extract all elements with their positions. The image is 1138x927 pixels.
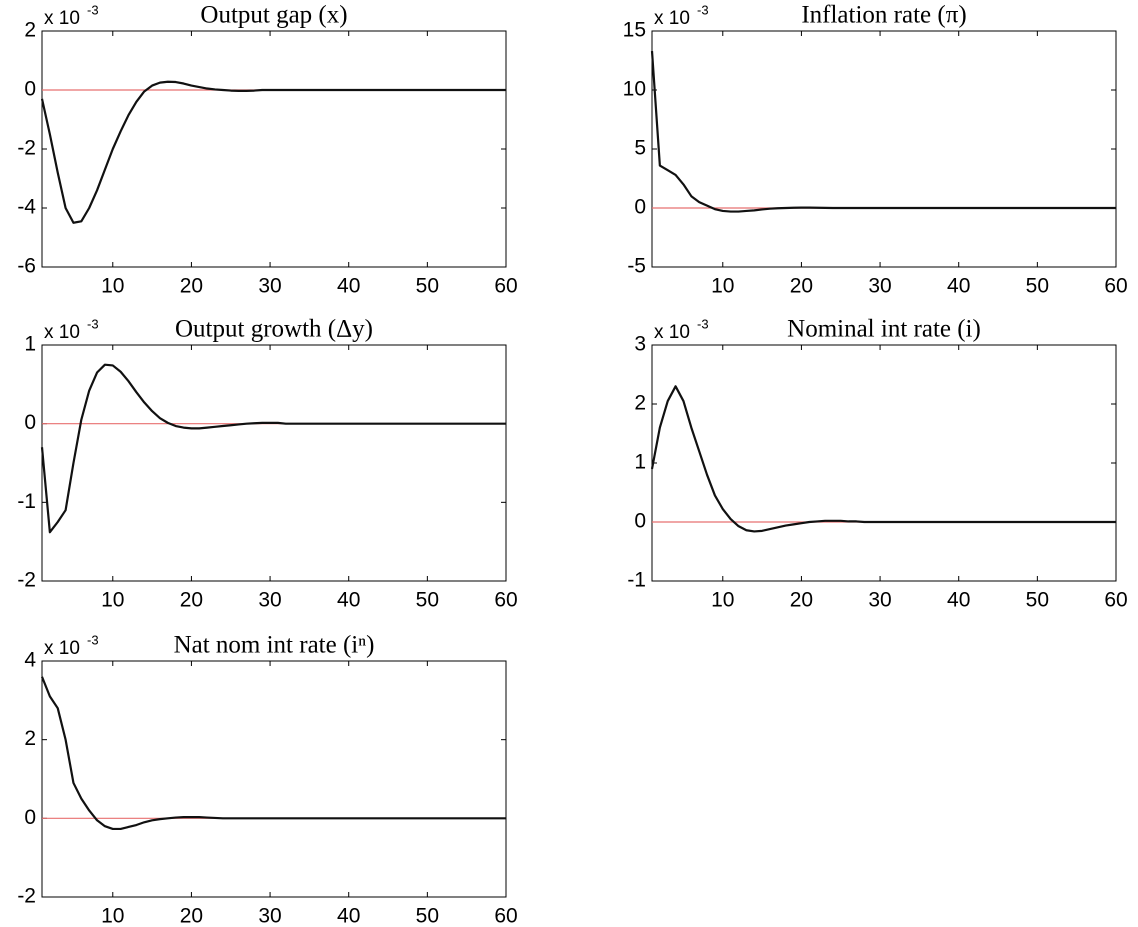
x-tick-label: 60	[494, 905, 517, 927]
x-tick-label: 20	[180, 275, 203, 298]
subplot: -1 0 1 2 3 10 20 30 40 50 60 x 10 -3 Nominal int rate…	[627, 316, 1127, 612]
y-tick-label: 1	[634, 451, 646, 474]
x-tick-label: 40	[337, 905, 360, 927]
x-tick-label: 50	[416, 905, 439, 927]
subplot-title: Nat nom int rate (iⁿ)	[174, 632, 375, 659]
x-tick-label: 40	[947, 589, 970, 612]
x-tick-label: 20	[180, 905, 203, 927]
x-tick-label: 10	[711, 589, 734, 612]
x-tick-label: 50	[416, 275, 439, 298]
x-tick-label: 10	[101, 275, 124, 298]
y-exponent: -3	[87, 316, 99, 331]
plot-frame	[651, 344, 1117, 582]
line-series	[650, 50, 1116, 213]
subplot-title: Output gap (x)	[200, 2, 347, 29]
plot-frame	[651, 30, 1117, 268]
x-tick-label: 40	[337, 275, 360, 298]
y-tick-label: 2	[24, 727, 36, 750]
y-tick-label: -1	[17, 490, 36, 513]
y-tick-label: 1	[24, 333, 36, 356]
x-tick-label: 60	[1104, 589, 1127, 612]
plot-frame	[41, 344, 507, 582]
y-tick-label: 2	[634, 392, 646, 415]
y-tick-label: 0	[24, 78, 36, 101]
subplot-title: Nominal int rate (i)	[787, 316, 981, 343]
y-multiplier: x 10	[44, 322, 80, 343]
x-tick-label: 20	[180, 589, 203, 612]
x-tick-label: 20	[790, 275, 813, 298]
x-tick-label: 40	[947, 275, 970, 298]
subplot: -2 -1 0 1 10 20 30 40 50 60 x 10 -3 Output growth (Δ…	[17, 316, 517, 612]
x-tick-label: 20	[790, 589, 813, 612]
x-tick-label: 50	[1026, 589, 1049, 612]
line-series	[40, 80, 506, 224]
line-series	[40, 363, 506, 534]
y-tick-label: 4	[24, 649, 36, 672]
y-multiplier: x 10	[44, 638, 80, 659]
subplot: -6 -4 -2 0 2 10 20 30 40 50 60 x 10 -3 Output gap (x)	[17, 2, 517, 298]
line-series	[650, 385, 1116, 533]
plot-frame	[41, 30, 507, 268]
y-tick-label: 15	[623, 19, 646, 42]
subplot: -5 0 5 10 15 10 20 30 40 50 60 x 10 -3 Inflation rate…	[623, 2, 1128, 298]
y-tick-label: 0	[24, 411, 36, 434]
x-tick-label: 10	[711, 275, 734, 298]
y-tick-label: -2	[17, 885, 36, 908]
subplot-title: Inflation rate (π)	[801, 2, 966, 29]
y-tick-label: -4	[17, 196, 36, 219]
y-tick-label: 5	[634, 137, 646, 160]
y-multiplier: x 10	[654, 8, 690, 29]
y-tick-label: 0	[24, 806, 36, 829]
y-tick-label: -2	[17, 137, 36, 160]
x-tick-label: 60	[1104, 275, 1127, 298]
y-multiplier: x 10	[654, 322, 690, 343]
line-series	[40, 676, 506, 831]
y-exponent: -3	[87, 632, 99, 647]
x-tick-label: 30	[258, 275, 281, 298]
y-tick-label: 10	[623, 78, 646, 101]
y-exponent: -3	[87, 2, 99, 17]
y-exponent: -3	[697, 2, 709, 17]
y-multiplier: x 10	[44, 8, 80, 29]
y-tick-label: 0	[634, 196, 646, 219]
x-tick-label: 30	[868, 275, 891, 298]
x-tick-label: 40	[337, 589, 360, 612]
y-tick-label: -1	[627, 569, 646, 592]
y-tick-label: 3	[634, 333, 646, 356]
y-tick-label: -6	[17, 255, 36, 278]
plot-frame	[41, 660, 507, 898]
x-tick-label: 30	[258, 589, 281, 612]
subplot: -2 0 2 4 10 20 30 40 50 60 x 10 -3 Nat nom int rate …	[17, 632, 517, 927]
y-tick-label: -5	[627, 255, 646, 278]
y-tick-label: -2	[17, 569, 36, 592]
x-tick-label: 30	[258, 905, 281, 927]
x-tick-label: 60	[494, 275, 517, 298]
y-tick-label: 0	[634, 510, 646, 533]
subplot-title: Output growth (Δy)	[175, 316, 373, 343]
x-tick-label: 10	[101, 905, 124, 927]
x-tick-label: 50	[1026, 275, 1049, 298]
y-exponent: -3	[697, 316, 709, 331]
y-tick-label: 2	[24, 19, 36, 42]
x-tick-label: 50	[416, 589, 439, 612]
x-tick-label: 10	[101, 589, 124, 612]
x-tick-label: 60	[494, 589, 517, 612]
x-tick-label: 30	[868, 589, 891, 612]
